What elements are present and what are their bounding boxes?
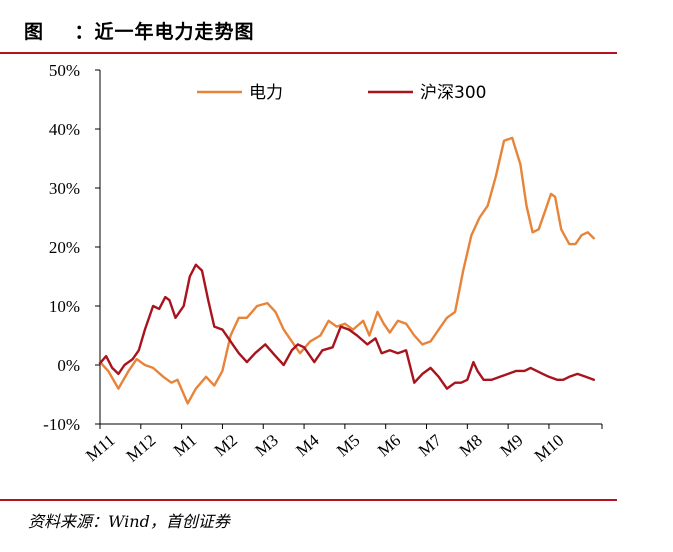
series-line-1 — [98, 136, 595, 405]
y-tick-label: -10% — [43, 415, 80, 434]
source-note: 资料来源：Wind，首创证券 — [28, 512, 230, 531]
legend-label-1: 电力 — [249, 83, 283, 103]
bottom-rule — [0, 499, 617, 501]
x-tick-label: M7 — [415, 430, 446, 460]
figure-title: 图 ：近一年电力走势图 — [24, 21, 255, 43]
x-tick-label: M11 — [82, 431, 118, 466]
x-tick-label: M8 — [456, 431, 486, 461]
y-tick-label: 50% — [49, 61, 80, 80]
legend-label-2: 沪深300 — [420, 83, 486, 103]
y-tick-label: 30% — [49, 179, 80, 198]
x-tick-label: M1 — [170, 431, 200, 461]
x-tick-label: M4 — [292, 430, 323, 460]
y-tick-label: 40% — [49, 120, 80, 139]
y-tick-label: 0% — [57, 356, 80, 375]
x-tick-label: M3 — [252, 431, 282, 461]
line-chart: 50% 40% 30% 20% 10% 0% -10%M11 M12 M1 M2 M3 M4 M5 M6 M… — [43, 61, 603, 466]
x-tick-label: M10 — [531, 431, 568, 466]
x-tick-label: M6 — [374, 431, 404, 461]
series-line-2 — [98, 263, 595, 390]
x-tick-label: M9 — [496, 431, 526, 461]
y-tick-label: 10% — [49, 297, 80, 316]
x-tick-label: M12 — [123, 431, 160, 466]
x-tick-label: M5 — [333, 431, 363, 461]
x-tick-label: M2 — [211, 431, 241, 461]
y-tick-label: 20% — [49, 238, 80, 257]
top-rule — [0, 52, 617, 54]
